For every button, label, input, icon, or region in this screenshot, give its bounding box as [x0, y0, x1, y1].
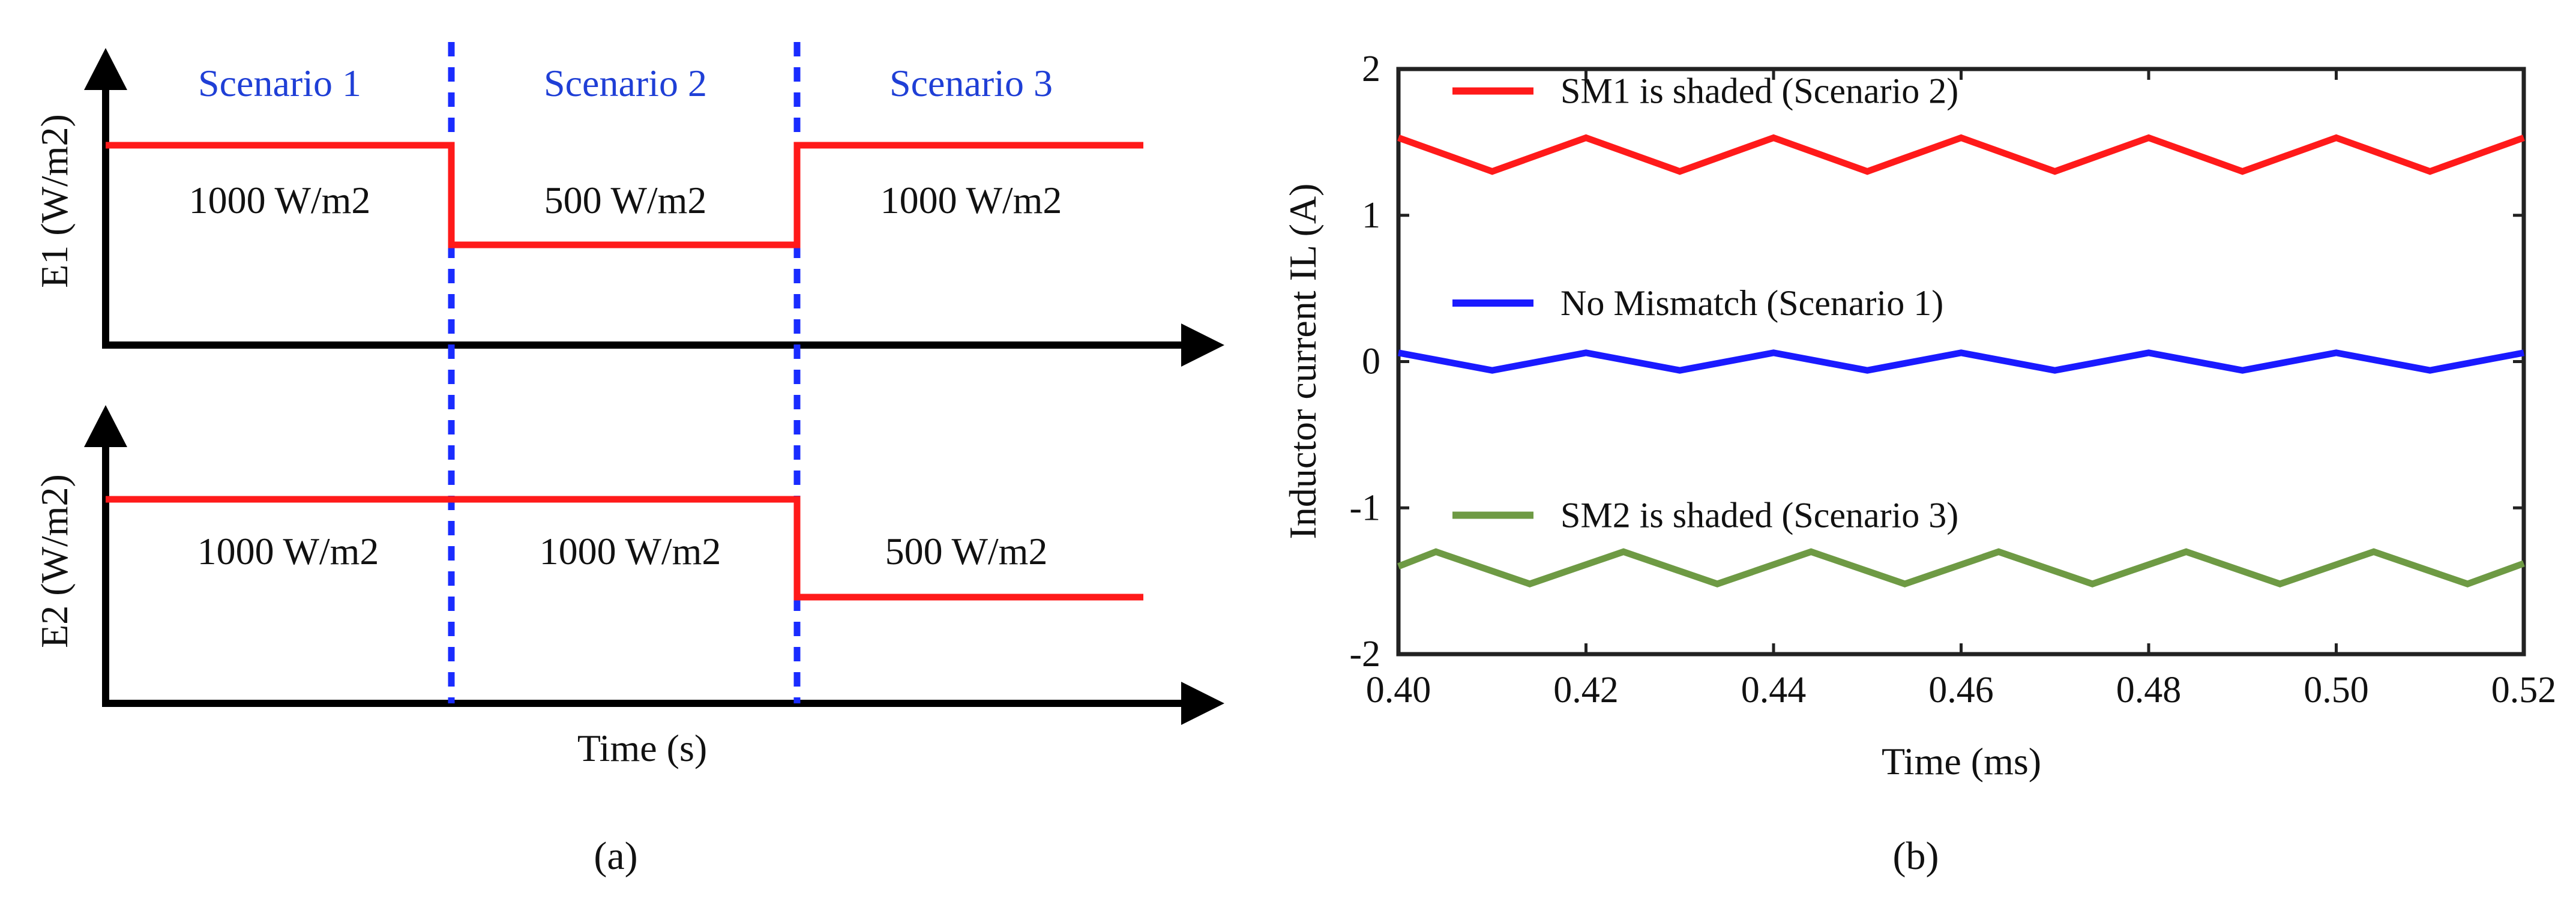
plot-series [1397, 134, 2525, 588]
x-tick-label: 0.48 [2116, 670, 2182, 711]
y-axis-label: Inductor current IL (A) [1281, 184, 1324, 540]
e1-axes [84, 48, 1224, 367]
e2-value-scenario-3: 500 W/m2 [885, 530, 1048, 573]
e2-signal [106, 496, 1143, 601]
scenario-3-label: Scenario 3 [889, 62, 1053, 104]
x-axis-label: Time (ms) [1882, 740, 2041, 783]
panel-a: Scenario 1 Scenario 2 Scenario 3 1000 W/… [33, 42, 1224, 878]
legend: SM1 is shaded (Scenario 2) No Mismatch (S… [1452, 71, 1958, 535]
scenario-2-label: Scenario 2 [544, 62, 707, 104]
series-line-1 [1397, 134, 2525, 175]
legend-label-3: SM2 is shaded (Scenario 3) [1560, 495, 1958, 535]
e1-signal [106, 142, 1143, 248]
y-tick-label: 2 [1362, 49, 1380, 89]
e2-value-scenario-1: 1000 W/m2 [197, 530, 379, 573]
time-axis-label: Time (s) [577, 727, 707, 769]
e1-value-scenario-3: 1000 W/m2 [880, 179, 1062, 221]
e1-x-arrow-icon [1181, 323, 1224, 367]
x-tick-label: 0.44 [1741, 670, 1807, 711]
legend-label-2: No Mismatch (Scenario 1) [1560, 283, 1943, 323]
x-tick-label: 0.42 [1553, 670, 1619, 711]
tick-labels: 0.40 0.42 0.44 0.46 0.48 0.50 0.52 -2 -1 0 1 2 [1349, 49, 2556, 711]
tick-marks [1397, 67, 2526, 656]
panel-b-label: (b) [1893, 834, 1939, 878]
e1-y-arrow-icon [84, 48, 127, 90]
e2-x-arrow-icon [1181, 682, 1224, 725]
e1-axis-label: E1 (W/m2) [33, 114, 76, 288]
y-tick-label: 0 [1362, 341, 1380, 382]
legend-label-1: SM1 is shaded (Scenario 2) [1560, 71, 1958, 111]
panel-a-label: (a) [594, 834, 637, 878]
y-tick-label: -2 [1349, 634, 1380, 675]
y-tick-label: -1 [1349, 487, 1380, 528]
e2-axes [84, 405, 1224, 725]
series-line-2 [1397, 349, 2525, 374]
e1-value-scenario-1: 1000 W/m2 [189, 179, 371, 221]
e1-value-scenario-2: 500 W/m2 [544, 179, 707, 221]
e2-value-scenario-2: 1000 W/m2 [540, 530, 721, 573]
x-tick-label: 0.50 [2304, 670, 2369, 711]
x-tick-label: 0.52 [2491, 670, 2557, 711]
y-tick-label: 1 [1362, 195, 1380, 236]
scenario-1-label: Scenario 1 [198, 62, 361, 104]
e2-y-arrow-icon [84, 405, 127, 447]
series-line-3 [1397, 548, 2525, 588]
x-tick-label: 0.46 [1928, 670, 1994, 711]
panel-b: 0.40 0.42 0.44 0.46 0.48 0.50 0.52 -2 -1 0 1 2 SM1 … [1281, 49, 2556, 878]
e2-axis-label: E2 (W/m2) [33, 474, 76, 648]
x-tick-label: 0.40 [1366, 670, 1431, 711]
